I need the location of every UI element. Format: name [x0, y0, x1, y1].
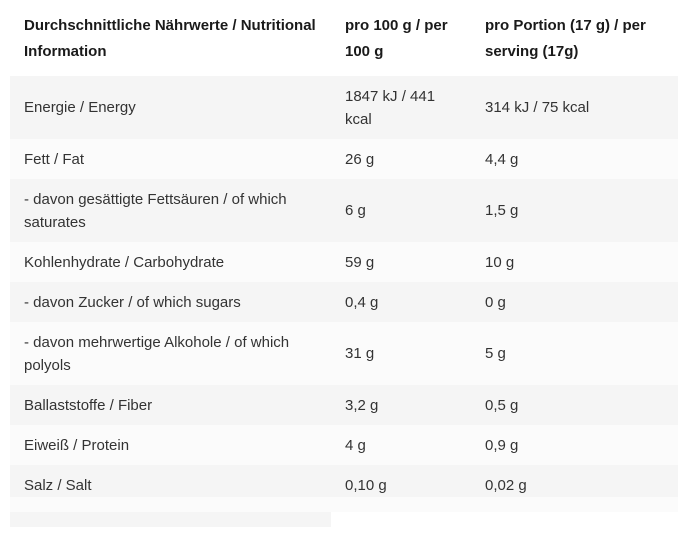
table-row: Fett / Fat 26 g 4,4 g	[10, 139, 678, 179]
row-label-cell: Energie / Energy	[10, 76, 331, 139]
row-per-100g-cell: 3,2 g	[331, 385, 471, 425]
table-row: - davon gesättigte Fettsäuren / of which…	[10, 179, 678, 242]
row-per-serving-cell: 1,5 g	[471, 179, 678, 242]
row-per-100g-cell: 1847 kJ / 441 kcal	[331, 76, 471, 139]
row-label-cell: Fett / Fat	[10, 139, 331, 179]
table-row: Energie / Energy 1847 kJ / 441 kcal 314 kJ…	[10, 76, 678, 139]
row-per-serving-cell: 0 g	[471, 282, 678, 322]
row-per-serving-cell: 5 g	[471, 322, 678, 385]
table-row: - davon mehrwertige Alkohole / of which …	[10, 322, 678, 385]
header-per-serving: pro Portion (17 g) / per serving (17g)	[471, 0, 678, 76]
table-row: Eiweiß / Protein 4 g 0,9 g	[10, 425, 678, 465]
row-per-100g-cell: 4 g	[331, 425, 471, 465]
header-nutritional-information: Durchschnittliche Nährwerte / Nutritiona…	[10, 0, 331, 76]
row-label-cell: - davon mehrwertige Alkohole / of which …	[10, 322, 331, 385]
row-label-cell: Ballaststoffe / Fiber	[10, 385, 331, 425]
row-label-cell: Kohlenhydrate / Carbohydrate	[10, 242, 331, 282]
row-label-cell: Eiweiß / Protein	[10, 425, 331, 465]
cutoff-row-partial-gray-cell	[10, 512, 331, 527]
row-per-100g-cell: 31 g	[331, 322, 471, 385]
table-header-row: Durchschnittliche Nährwerte / Nutritiona…	[10, 0, 678, 76]
row-per-100g-cell: 26 g	[331, 139, 471, 179]
header-per-100g: pro 100 g / per 100 g	[331, 0, 471, 76]
row-per-serving-cell: 10 g	[471, 242, 678, 282]
table-body: Energie / Energy 1847 kJ / 441 kcal 314 kJ…	[10, 76, 678, 505]
row-per-serving-cell: 0,5 g	[471, 385, 678, 425]
table-header: Durchschnittliche Nährwerte / Nutritiona…	[10, 0, 678, 76]
row-per-100g-cell: 6 g	[331, 179, 471, 242]
row-per-serving-cell: 4,4 g	[471, 139, 678, 179]
row-per-100g-cell: 59 g	[331, 242, 471, 282]
row-per-serving-cell: 0,9 g	[471, 425, 678, 465]
row-per-100g-cell: 0,4 g	[331, 282, 471, 322]
row-label-cell: - davon Zucker / of which sugars	[10, 282, 331, 322]
cutoff-row-light-band	[10, 497, 678, 512]
row-per-serving-cell: 314 kJ / 75 kcal	[471, 76, 678, 139]
table-row: Ballaststoffe / Fiber 3,2 g 0,5 g	[10, 385, 678, 425]
nutrition-table: Durchschnittliche Nährwerte / Nutritiona…	[10, 0, 678, 505]
row-label-cell: - davon gesättigte Fettsäuren / of which…	[10, 179, 331, 242]
table-row: Kohlenhydrate / Carbohydrate 59 g 10 g	[10, 242, 678, 282]
